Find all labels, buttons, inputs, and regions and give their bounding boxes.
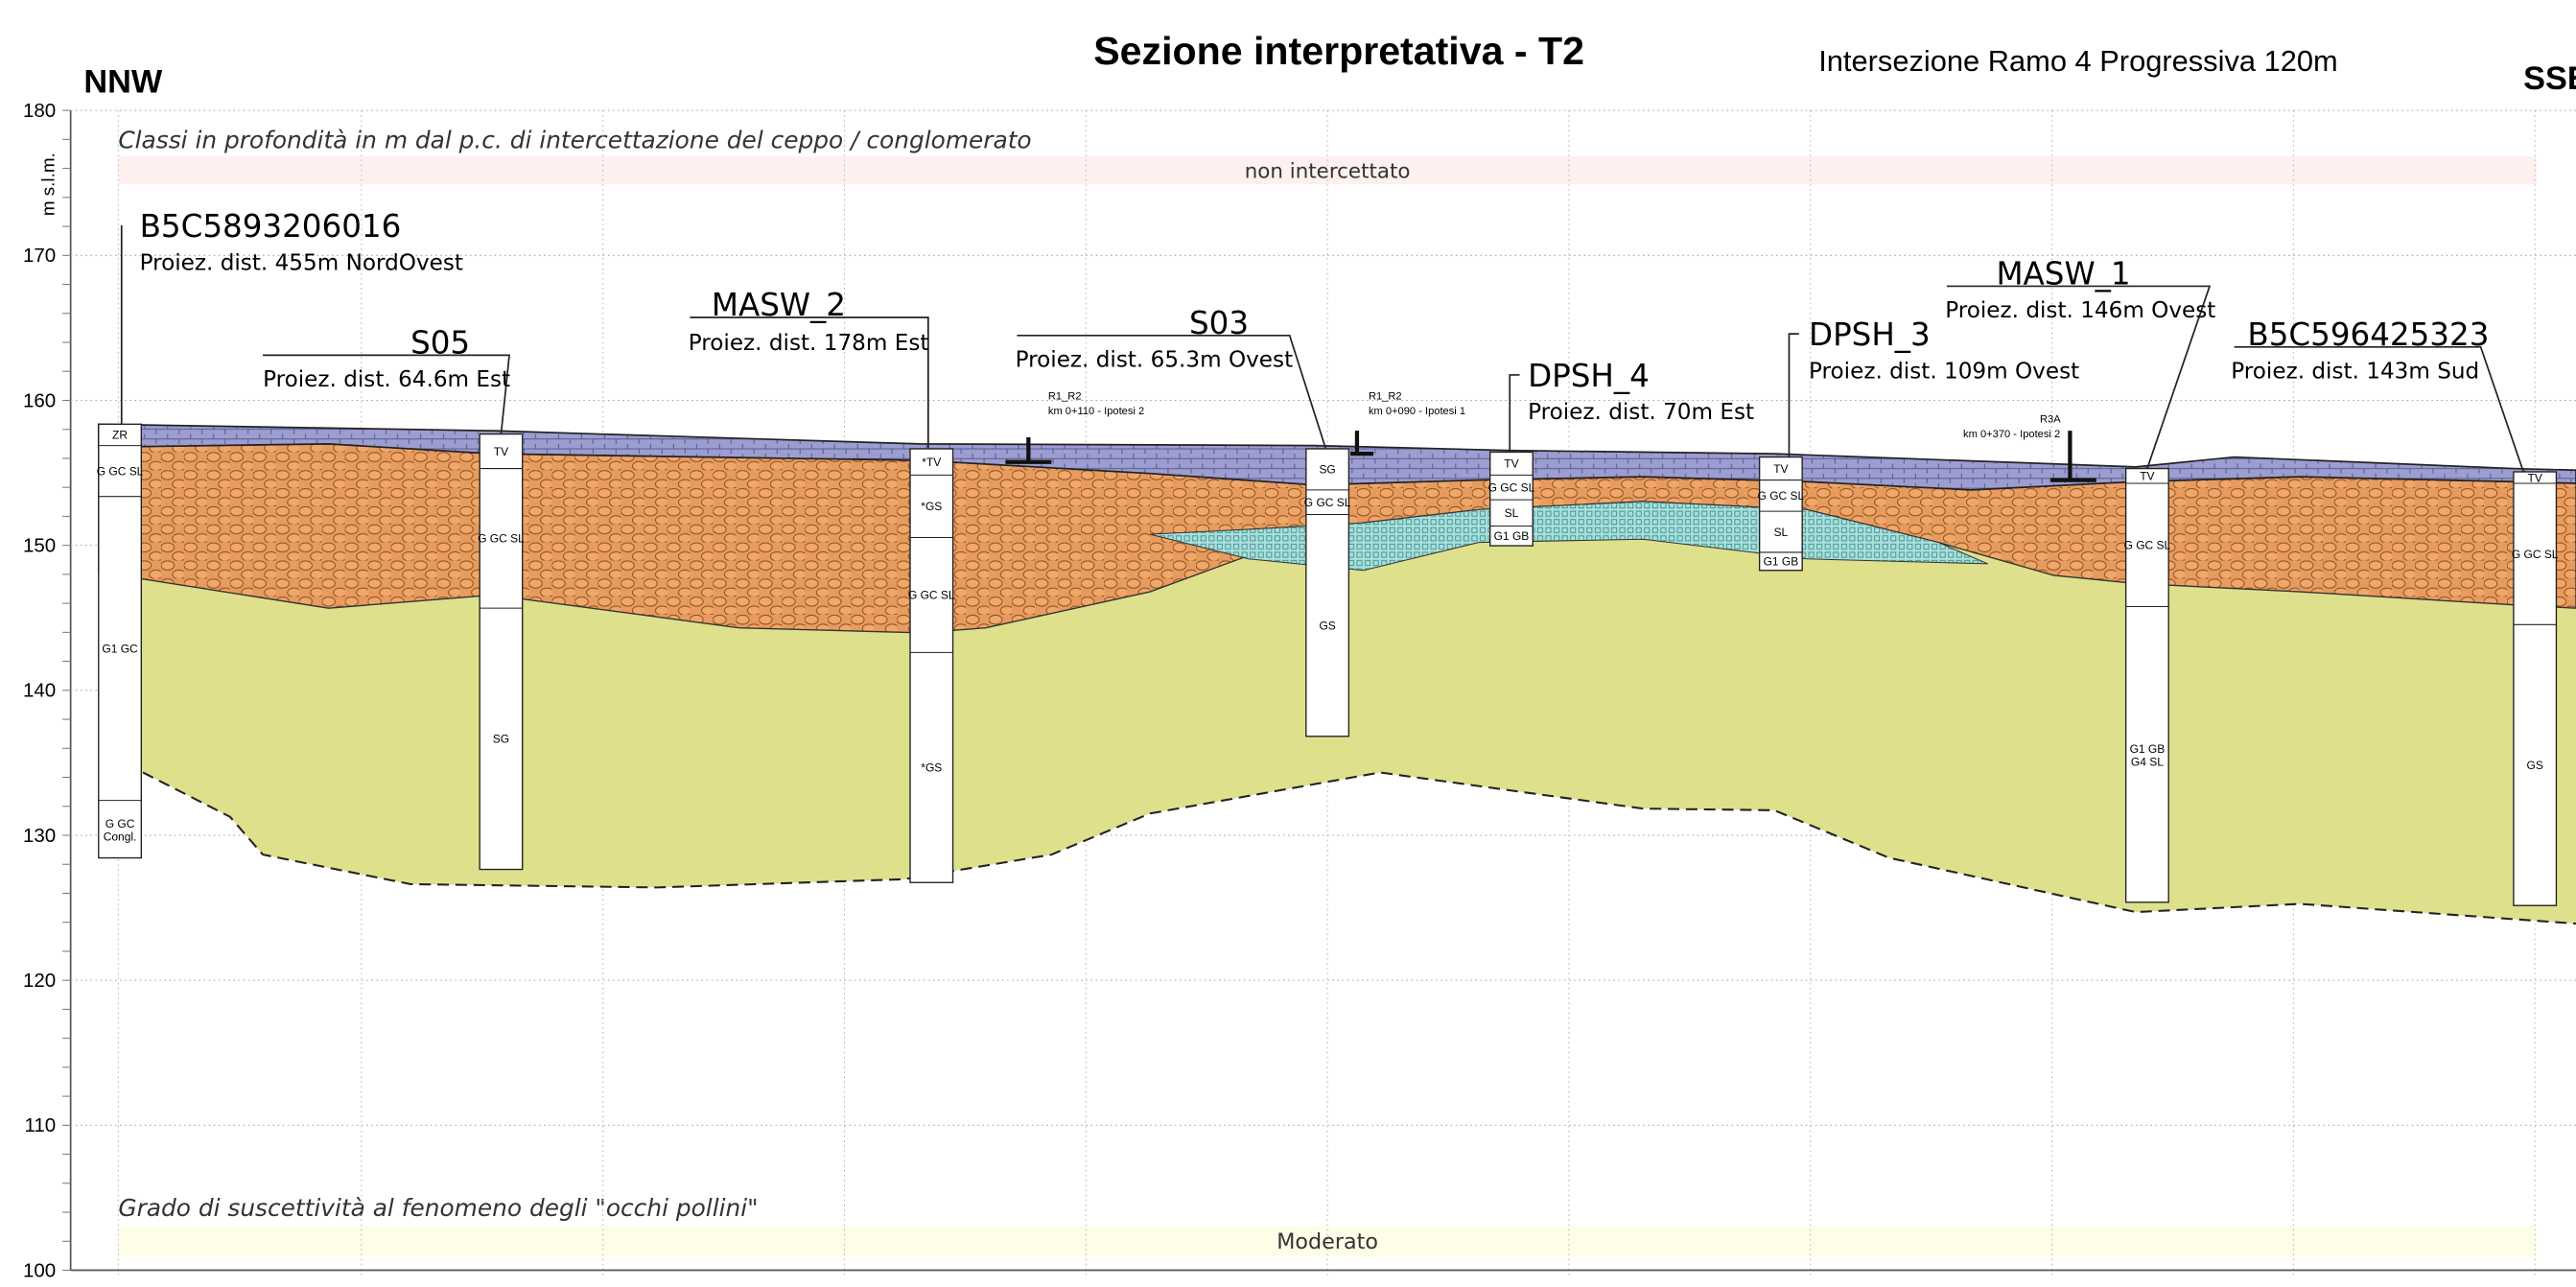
layer-label: G1 GB <box>2130 742 2166 756</box>
borehole-column <box>1305 448 1350 737</box>
borehole-name: S03 <box>1189 305 1249 341</box>
layer-label: G GC SL <box>97 464 144 478</box>
leader-line <box>1946 285 2212 469</box>
borehole-distance: Proiez. dist. 455m NordOvest <box>140 250 463 275</box>
annotation-text: km 0+090 - Ipotesi 1 <box>1369 406 1465 417</box>
y-tick-label: 120 <box>23 970 56 992</box>
layer-label: G GC SL <box>1758 489 1805 503</box>
y-tick-label: 100 <box>23 1259 56 1281</box>
borehole-name: DPSH_3 <box>1809 316 1931 353</box>
marker <box>1350 431 1374 456</box>
bottom-band-heading: Grado di suscettività al fenomeno degli … <box>118 1194 758 1222</box>
borehole-name: B5C5893206016 <box>140 208 402 245</box>
title: Sezione interpretativa - T2 <box>1093 29 1584 73</box>
annotation-name: R3A <box>2040 414 2061 426</box>
layer-label: *GS <box>921 500 942 513</box>
layer-label: G GC SL <box>2512 548 2559 561</box>
borehole-distance: Proiez. dist. 143m Sud <box>2231 359 2479 384</box>
layer-label: G GC SL <box>908 589 955 602</box>
layer-label: SL <box>1774 526 1789 539</box>
leader-line <box>1509 374 1520 453</box>
y-tick-label: 130 <box>23 825 56 847</box>
borehole-column <box>909 448 954 883</box>
layer-label: *GS <box>921 761 942 775</box>
layer-label: TV <box>494 445 508 458</box>
borehole-column <box>479 433 524 871</box>
axis-label: m s.l.m. <box>38 152 59 216</box>
borehole-column <box>1489 451 1534 547</box>
borehole-name: DPSH_4 <box>1528 358 1650 394</box>
layer-label: *TV <box>922 456 941 469</box>
borehole-name: MASW_1 <box>1996 256 2130 292</box>
layer-label: TV <box>1773 462 1788 476</box>
layer-label: ZR <box>112 429 128 442</box>
layer-label: Congl. <box>104 831 137 844</box>
base-dashed <box>142 771 2576 925</box>
marker <box>1005 437 1052 464</box>
layer-label: G GC SL <box>478 532 525 546</box>
layer-label: GS <box>1319 619 1335 632</box>
borehole-distance: Proiez. dist. 178m Est <box>689 331 929 356</box>
annotation-name: R1_R2 <box>1369 391 1402 403</box>
layer-label: TV <box>2528 471 2542 484</box>
layer-label: TV <box>1504 457 1518 471</box>
borehole-column <box>1758 456 1803 572</box>
top-band-heading: Classi in profondità in m dal p.c. di in… <box>118 127 1031 154</box>
leader-line <box>263 354 510 434</box>
bottom-band <box>118 1226 2537 1257</box>
subtitle: Intersezione Ramo 4 Progressiva 120m <box>1818 44 2337 78</box>
annotation-text: km 0+110 - Ipotesi 2 <box>1048 406 1144 417</box>
y-tick-label: 110 <box>24 1114 56 1136</box>
marker <box>2049 431 2096 482</box>
layer-label: G4 SL <box>2131 756 2164 769</box>
borehole-name: S05 <box>410 325 470 362</box>
borehole-distance: Proiez. dist. 70m Est <box>1528 400 1754 425</box>
layer-label: SL <box>1505 506 1519 520</box>
layer-label: G1 GB <box>1494 529 1530 543</box>
bottom-band-value: Moderato <box>1276 1229 1378 1254</box>
borehole-distance: Proiez. dist. 65.3m Ovest <box>1016 347 1294 372</box>
layer-label: SG <box>493 733 509 746</box>
borehole-name: MASW_2 <box>712 287 846 323</box>
annotation-name: R1_R2 <box>1048 391 1082 403</box>
leader-line <box>690 316 929 450</box>
y-tick-label: 160 <box>23 389 56 411</box>
layer-label: G GC SL <box>1488 481 1535 495</box>
borehole-column <box>2124 467 2169 903</box>
direction-left: NNW <box>83 63 162 100</box>
leader-line <box>1788 333 1799 457</box>
y-tick-label: 140 <box>23 680 56 702</box>
leader-line <box>1017 334 1327 450</box>
annotation-text: km 0+370 - Ipotesi 2 <box>1963 429 2060 440</box>
y-tick-label: 150 <box>23 534 56 556</box>
y-tick-label: 170 <box>23 245 56 267</box>
borehole-name: B5C596425323 <box>2247 316 2489 353</box>
layer-label: G1 GB <box>1764 555 1799 569</box>
direction-right: SSE <box>2523 60 2576 97</box>
leader-line <box>2234 345 2524 473</box>
y-tick-label: 180 <box>23 100 56 122</box>
layer-label: G1 GC <box>102 642 138 655</box>
borehole-distance: Proiez. dist. 109m Ovest <box>1809 359 2079 384</box>
layer-label: G GC SL <box>1304 496 1351 509</box>
layer-label: TV <box>2140 470 2154 483</box>
layer-label: GS <box>2527 759 2543 772</box>
borehole-distance: Proiez. dist. 146m Ovest <box>1945 298 2215 323</box>
borehole-column <box>2513 471 2558 906</box>
borehole-distance: Proiez. dist. 64.6m Est <box>263 367 510 392</box>
layer-label: SG <box>1319 463 1335 477</box>
layer-label: G GC <box>105 817 135 831</box>
layer-label: G GC SL <box>2124 539 2171 552</box>
